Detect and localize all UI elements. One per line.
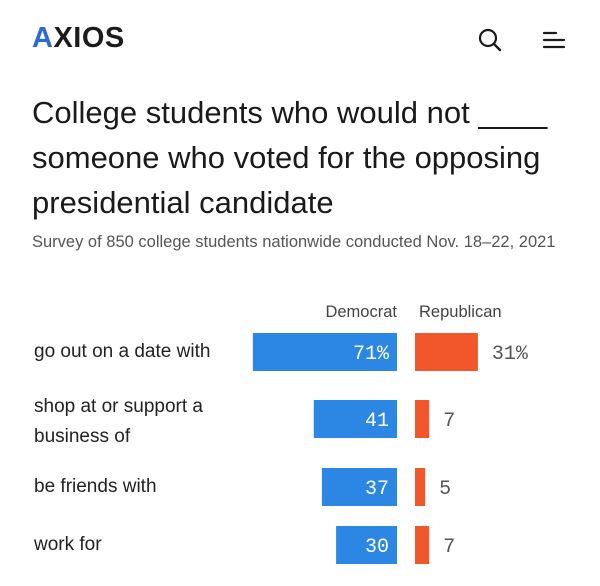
bar-chart: Democrat Republican go out on a date wit…	[0, 295, 600, 586]
axios-logo[interactable]: AXIOS	[32, 20, 125, 56]
menu-icon	[542, 31, 566, 49]
data-label-democrat: 71%	[353, 343, 390, 366]
menu-button[interactable]	[538, 24, 570, 56]
chart-plot: 71% 31% 41 7 37 5 30 7	[252, 333, 529, 564]
logo-accent-letter: A	[32, 22, 54, 54]
chart-title: College students who would not ____ some…	[32, 95, 548, 220]
search-icon	[478, 28, 502, 52]
legend-republican: Republican	[419, 303, 502, 321]
data-label-republican: 7	[443, 536, 455, 559]
data-label-republican: 5	[439, 478, 451, 501]
header: AXIOS	[0, 0, 600, 80]
bar-republican	[415, 400, 430, 438]
category-label: work for	[34, 534, 102, 555]
bar-republican	[415, 468, 426, 506]
data-label-democrat: 37	[365, 478, 389, 501]
bar-republican	[415, 526, 430, 564]
chart-subtitle: Survey of 850 college students nationwid…	[32, 233, 556, 251]
data-label-democrat: 30	[365, 536, 389, 559]
data-label-republican: 31%	[492, 343, 529, 366]
search-button[interactable]	[474, 24, 506, 56]
bar-democrat	[313, 400, 397, 438]
category-label: go out on a date with	[34, 341, 211, 362]
bar-republican	[415, 333, 478, 371]
logo-rest: XIOS	[53, 22, 125, 54]
category-label: shop at or support a business of	[34, 396, 203, 447]
bar-democrat	[321, 468, 397, 506]
data-label-republican: 7	[443, 410, 455, 433]
category-label: be friends with	[34, 476, 157, 497]
bar-democrat	[252, 333, 397, 371]
data-label-democrat: 41	[365, 410, 389, 433]
legend-democrat: Democrat	[325, 303, 397, 321]
bar-democrat	[336, 526, 397, 564]
